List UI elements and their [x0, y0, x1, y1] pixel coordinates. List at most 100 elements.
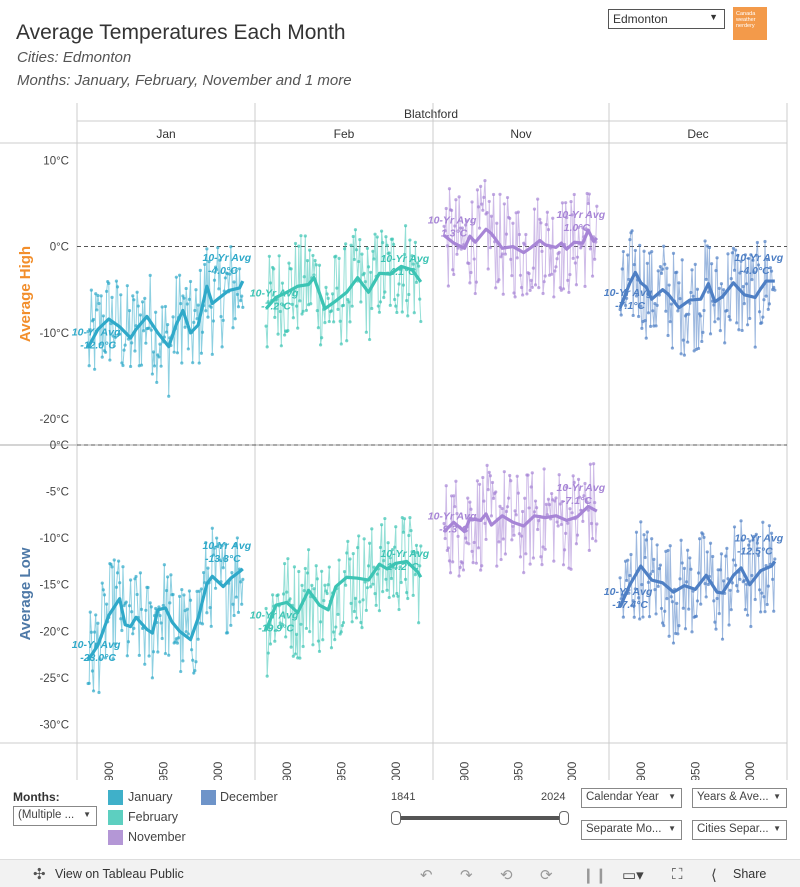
yearly-point [208, 605, 212, 610]
revert-icon[interactable]: ⟲ [500, 867, 513, 884]
yearly-point [135, 290, 139, 294]
yearly-point [283, 333, 287, 337]
share-button[interactable]: Share [733, 867, 767, 881]
yearly-point [127, 604, 132, 608]
legend-swatch-november[interactable] [108, 830, 123, 845]
yearly-point [528, 562, 532, 566]
chevron-down-icon: ▼ [668, 792, 676, 801]
yearly-point [283, 562, 287, 566]
yearly-point [772, 609, 776, 613]
yearly-point [566, 278, 570, 282]
legend-swatch-february[interactable] [108, 810, 123, 825]
year-range-start-handle[interactable] [391, 811, 401, 825]
calendar-year-dropdown[interactable]: Calendar Year ▼ [581, 788, 682, 808]
yearly-point [229, 623, 233, 627]
yearly-point [188, 598, 193, 602]
yearly-point [584, 497, 588, 501]
yearly-point [334, 625, 338, 629]
yearly-point [681, 606, 685, 610]
yearly-point [572, 480, 576, 485]
yearly-point [763, 239, 767, 244]
yearly-point [213, 265, 218, 269]
yearly-point [671, 251, 676, 255]
yearly-point [230, 571, 234, 575]
city-dropdown[interactable]: Edmonton ▼ [608, 9, 725, 29]
yearly-point [643, 319, 647, 323]
yearly-point [144, 341, 148, 345]
cities-separate-dropdown[interactable]: Cities Separ... ▼ [692, 820, 787, 840]
yearly-point [544, 502, 548, 506]
yearly-point [377, 609, 382, 613]
yearly-point [742, 301, 746, 306]
avg-label-first: 10-Yr Avg [604, 287, 653, 299]
yearly-point [119, 617, 123, 621]
yearly-point [236, 305, 241, 309]
yearly-point [637, 596, 641, 600]
fullscreen-icon[interactable]: ⛶ [672, 866, 683, 883]
comment-icon[interactable]: ▭▾ [622, 867, 644, 884]
yearly-point [368, 337, 372, 342]
yearly-point [406, 596, 410, 601]
yearly-point [182, 296, 186, 300]
yearly-point [144, 608, 148, 612]
yearly-point [555, 520, 559, 524]
yearly-point [559, 522, 563, 527]
years-average-dropdown[interactable]: Years & Ave... ▼ [692, 788, 787, 808]
ten-year-avg-line-jan [86, 280, 245, 349]
months-filter-dropdown[interactable]: (Multiple ... ▼ [13, 806, 97, 826]
yearly-point [356, 546, 360, 550]
yearly-point [321, 638, 325, 642]
separate-months-dropdown[interactable]: Separate Mo... ▼ [581, 820, 682, 840]
yearly-point [147, 654, 151, 658]
yearly-point [637, 314, 641, 319]
yearly-point [745, 613, 750, 617]
yearly-point [481, 475, 485, 480]
yearly-point [640, 326, 644, 330]
yearly-point [686, 548, 690, 552]
yearly-point [156, 650, 160, 654]
yearly-point [193, 669, 197, 673]
yearly-point [644, 336, 648, 340]
yearly-point [463, 223, 468, 227]
legend-swatch-december[interactable] [201, 790, 216, 805]
yearly-point [574, 542, 579, 546]
legend-swatch-january[interactable] [108, 790, 123, 805]
yearly-point [773, 288, 777, 292]
yearly-point [454, 479, 458, 483]
pause-icon[interactable]: ❙❙ [582, 867, 608, 884]
year-range-end-handle[interactable] [559, 811, 569, 825]
avg-label-first: 10-Yr Avg [428, 214, 477, 226]
legend-item-december[interactable]: December [220, 790, 278, 804]
yearly-point [273, 315, 277, 319]
x-tick-label: 2000 [565, 761, 579, 780]
refresh-icon[interactable]: ⟳ [540, 867, 553, 884]
redo-icon[interactable]: ↷ [460, 867, 473, 884]
yearly-point [590, 274, 595, 278]
yearly-point [558, 502, 562, 506]
legend-item-november[interactable]: November [128, 830, 186, 844]
yearly-point [289, 267, 293, 271]
yearly-point [357, 259, 361, 264]
legend-item-february[interactable]: February [128, 810, 179, 824]
yearly-point [194, 660, 198, 664]
year-range-slider[interactable] [396, 816, 566, 820]
yearly-point [453, 224, 457, 228]
yearly-point [689, 290, 693, 295]
undo-icon[interactable]: ↶ [420, 867, 433, 884]
yearly-point [532, 510, 537, 514]
yearly-point [347, 300, 351, 304]
yearly-point [313, 258, 317, 263]
yearly-point [216, 246, 220, 250]
yearly-point [671, 641, 676, 645]
yearly-point [192, 671, 196, 675]
yearly-point [467, 542, 471, 546]
yearly-point [273, 639, 277, 643]
tableau-footer: ✣ View on Tableau Public ↶ ↷ ⟲ ⟳ ❙❙ ▭▾ ⛶… [0, 859, 800, 887]
yearly-point [521, 293, 525, 297]
share-icon[interactable]: ⟨ [711, 867, 717, 884]
yearly-point [772, 285, 776, 289]
logo[interactable]: Canada weather nerdery [733, 7, 767, 40]
view-on-tableau-link[interactable]: View on Tableau Public [55, 867, 184, 881]
yearly-point [241, 577, 245, 581]
legend-item-january[interactable]: January [128, 790, 173, 804]
